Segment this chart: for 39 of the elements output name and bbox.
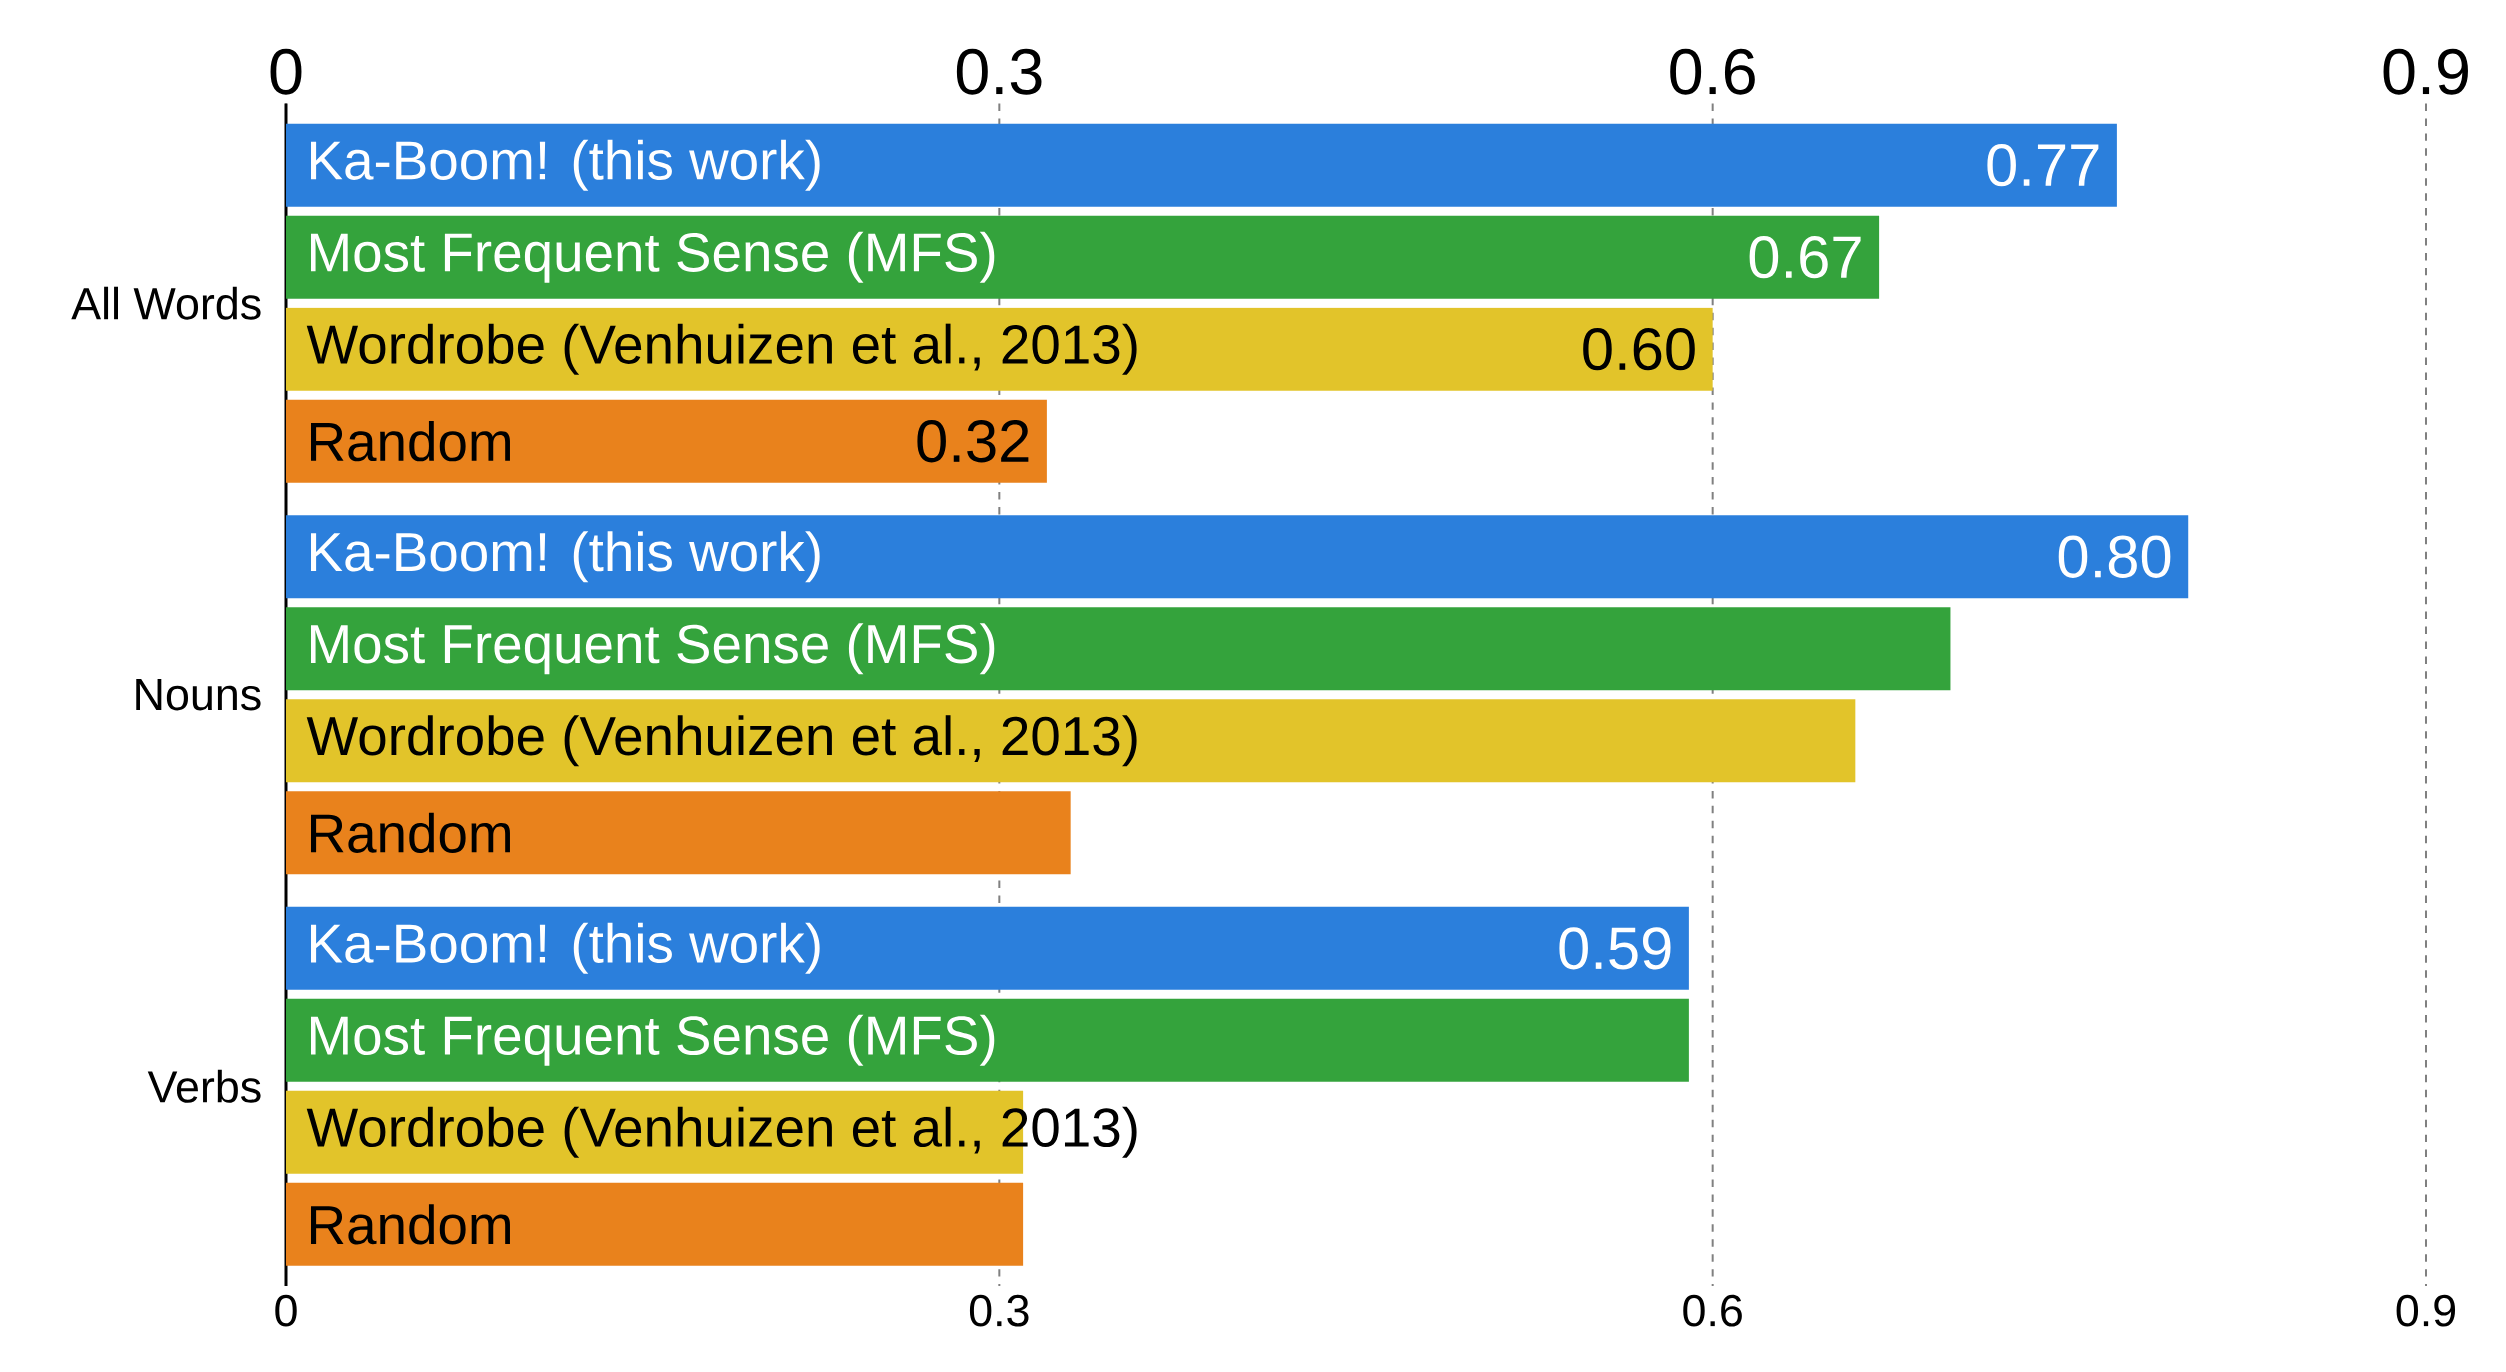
bar [286, 998, 1689, 1082]
data-label: 0.60 [1583, 328, 1695, 371]
x-tick-label: 0.6 [1670, 48, 1755, 95]
x-tick-label: 0.9 [2383, 48, 2468, 95]
bar [286, 906, 1689, 990]
data-label: 0.80 [2058, 535, 2171, 578]
x2-tick-label: 0.3 [969, 1294, 1029, 1327]
bar [286, 699, 1856, 783]
data-label: 0.32 [917, 420, 1029, 463]
x2-tick-label: 0 [275, 1294, 297, 1327]
text: Most Frequent Sense (MFS) [310, 1014, 995, 1066]
text: Ka-Boom! (this work) [310, 139, 820, 191]
series-label: Random [310, 421, 510, 462]
series-label: Wordrobe (Venhuizen et al., 2013) [306, 323, 1137, 375]
bar [286, 307, 1713, 391]
x2-tick-label: 0.6 [1683, 1294, 1742, 1327]
bar [286, 607, 1951, 691]
x2-tick-label: 0.9 [2396, 1294, 2456, 1327]
series-label: Ka-Boom! (this work) [310, 922, 820, 974]
text: Ka-Boom! (this work) [310, 531, 820, 583]
bar [286, 515, 2189, 599]
text: Most Frequent Sense (MFS) [310, 231, 995, 283]
bar [286, 123, 2117, 207]
bar [286, 399, 1047, 483]
y-tick-label: Verbs [147, 1069, 261, 1103]
data-label: 0.67 [1749, 236, 1861, 279]
x-tick-label: 0.3 [956, 48, 1042, 95]
x-tick-label: 0 [270, 48, 302, 95]
data-label: 0.59 [1559, 927, 1671, 970]
bar [286, 791, 1071, 875]
text: Wordrobe (Venhuizen et al., 2013) [306, 715, 1137, 767]
series-label: Most Frequent Sense (MFS) [310, 623, 995, 675]
bar [286, 1182, 1024, 1266]
text: Random [310, 1204, 510, 1245]
text: Random [310, 812, 510, 853]
y-tick-label: Nouns [136, 679, 261, 711]
y-tick-label: All Words [71, 286, 261, 320]
bar [286, 215, 1880, 299]
data-label: 0.77 [1987, 144, 2099, 187]
